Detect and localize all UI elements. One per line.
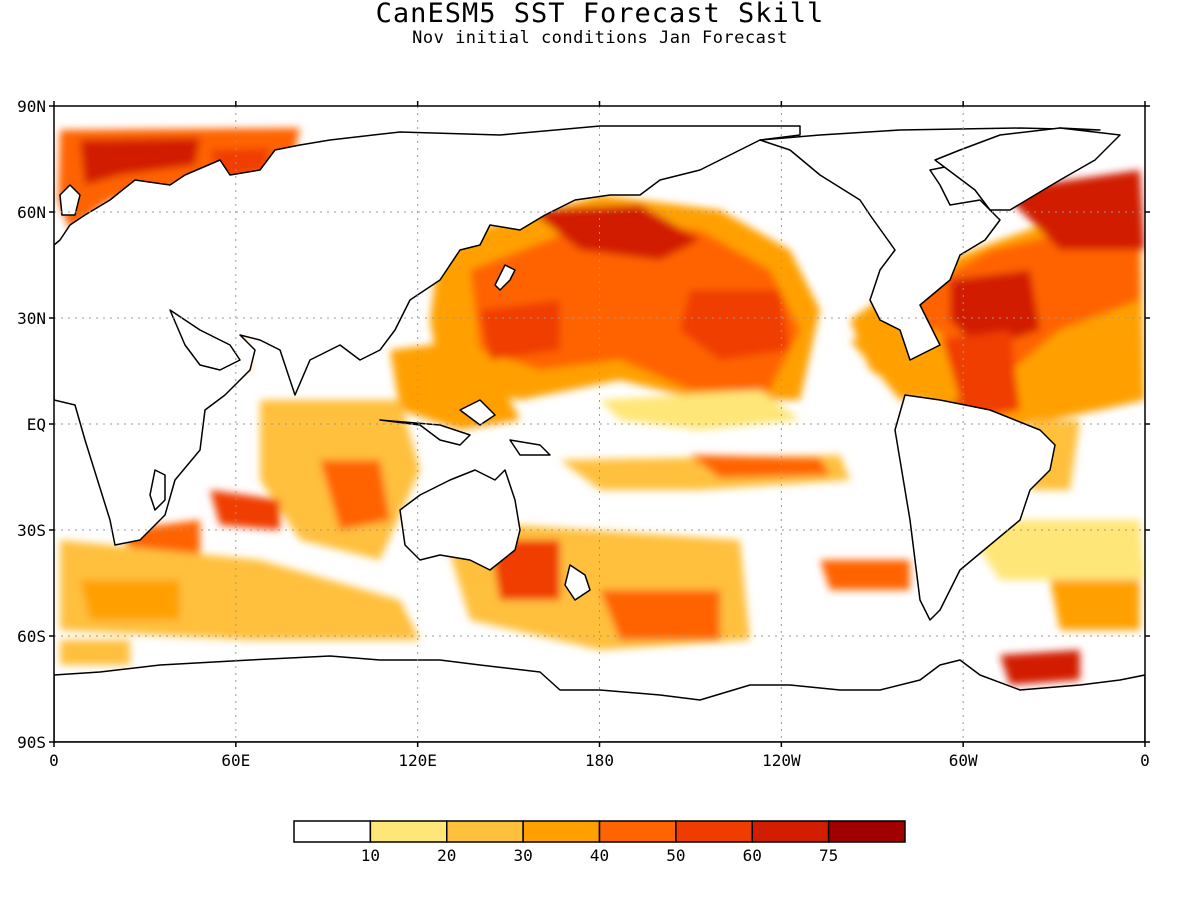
lon-tick-label: 180 bbox=[585, 751, 614, 770]
colorbar-swatch bbox=[675, 820, 753, 843]
colorbar-label: 20 bbox=[437, 846, 456, 865]
colorbar-swatch bbox=[598, 820, 677, 843]
colorbar-swatch bbox=[751, 820, 830, 843]
lon-tick-label: 60W bbox=[949, 751, 978, 770]
lat-tick-label: 60N bbox=[17, 203, 46, 222]
colorbar-label: 40 bbox=[590, 846, 609, 865]
colorbar-label: 30 bbox=[513, 846, 532, 865]
colorbar-swatch bbox=[369, 820, 448, 843]
lat-tick-label: 30N bbox=[17, 309, 46, 328]
lat-tick-label: 90S bbox=[17, 733, 46, 752]
grid-lines bbox=[54, 106, 1145, 742]
lat-tick-label: 30S bbox=[17, 521, 46, 540]
colorbar: 10 20 30 40 50 60 75 bbox=[293, 820, 906, 865]
lat-tick-label: 90N bbox=[17, 97, 46, 116]
lon-tick-label: 120E bbox=[398, 751, 437, 770]
colorbar-label: 60 bbox=[743, 846, 762, 865]
colorbar-swatch bbox=[827, 820, 906, 843]
coastlines bbox=[54, 125, 1145, 742]
chart-subtitle: Nov initial conditions Jan Forecast bbox=[412, 28, 788, 48]
latitude-axis: 90N 60N 30N EQ 30S 60S 90S bbox=[17, 97, 1150, 752]
colorbar-swatch bbox=[293, 820, 372, 843]
colorbar-swatch bbox=[522, 820, 601, 843]
longitude-axis: 0 60E 120E 180 120W 60W 0 bbox=[49, 101, 1150, 770]
lon-tick-label: 0 bbox=[1140, 751, 1150, 770]
colorbar-label: 10 bbox=[361, 846, 380, 865]
chart-title: CanESM5 SST Forecast Skill bbox=[375, 0, 825, 29]
lon-tick-label: 120W bbox=[762, 751, 801, 770]
lon-tick-label: 0 bbox=[49, 751, 59, 770]
colorbar-label: 75 bbox=[819, 846, 838, 865]
lon-tick-label: 60E bbox=[221, 751, 250, 770]
lat-tick-label: 60S bbox=[17, 627, 46, 646]
colorbar-label: 50 bbox=[666, 846, 685, 865]
lat-tick-label: EQ bbox=[27, 415, 46, 434]
colorbar-swatch bbox=[446, 820, 524, 843]
